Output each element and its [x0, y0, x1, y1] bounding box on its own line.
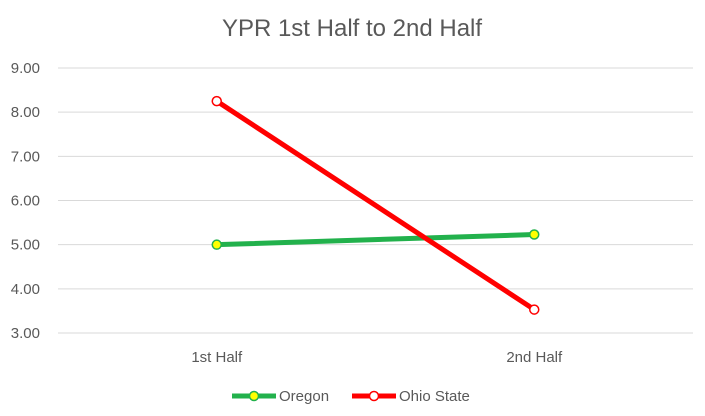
y-tick-label: 4.00	[11, 281, 40, 298]
x-tick-label: 1st Half	[191, 349, 243, 366]
legend: Oregon Ohio State	[232, 388, 470, 405]
data-point	[529, 229, 540, 240]
legend-marker	[368, 390, 380, 402]
series-ohio-state	[211, 95, 540, 315]
data-point	[211, 239, 222, 250]
gridlines	[58, 67, 693, 334]
series-line	[214, 232, 537, 248]
legend-entry: Ohio State	[352, 388, 470, 405]
series-oregon	[211, 229, 540, 250]
data-point	[211, 95, 222, 107]
x-axis-ticks: 1st Half 2nd Half	[191, 349, 563, 366]
legend-label: Oregon	[279, 388, 329, 405]
series-lines	[211, 95, 540, 315]
chart-title: YPR 1st Half to 2nd Half	[222, 15, 482, 42]
y-tick-label: 3.00	[11, 325, 40, 342]
legend-marker	[248, 390, 260, 402]
y-tick-label: 8.00	[11, 104, 40, 121]
y-tick-label: 7.00	[11, 148, 40, 165]
y-tick-label: 6.00	[11, 193, 40, 210]
legend-label: Ohio State	[399, 388, 470, 405]
series-line	[214, 98, 537, 313]
x-tick-label: 2nd Half	[506, 349, 563, 366]
y-axis-ticks: 3.00 4.00 5.00 6.00 7.00 8.00 9.00	[11, 60, 40, 342]
y-tick-label: 9.00	[11, 60, 40, 77]
y-tick-label: 5.00	[11, 237, 40, 254]
data-point	[529, 304, 540, 315]
legend-entry: Oregon	[232, 388, 329, 405]
